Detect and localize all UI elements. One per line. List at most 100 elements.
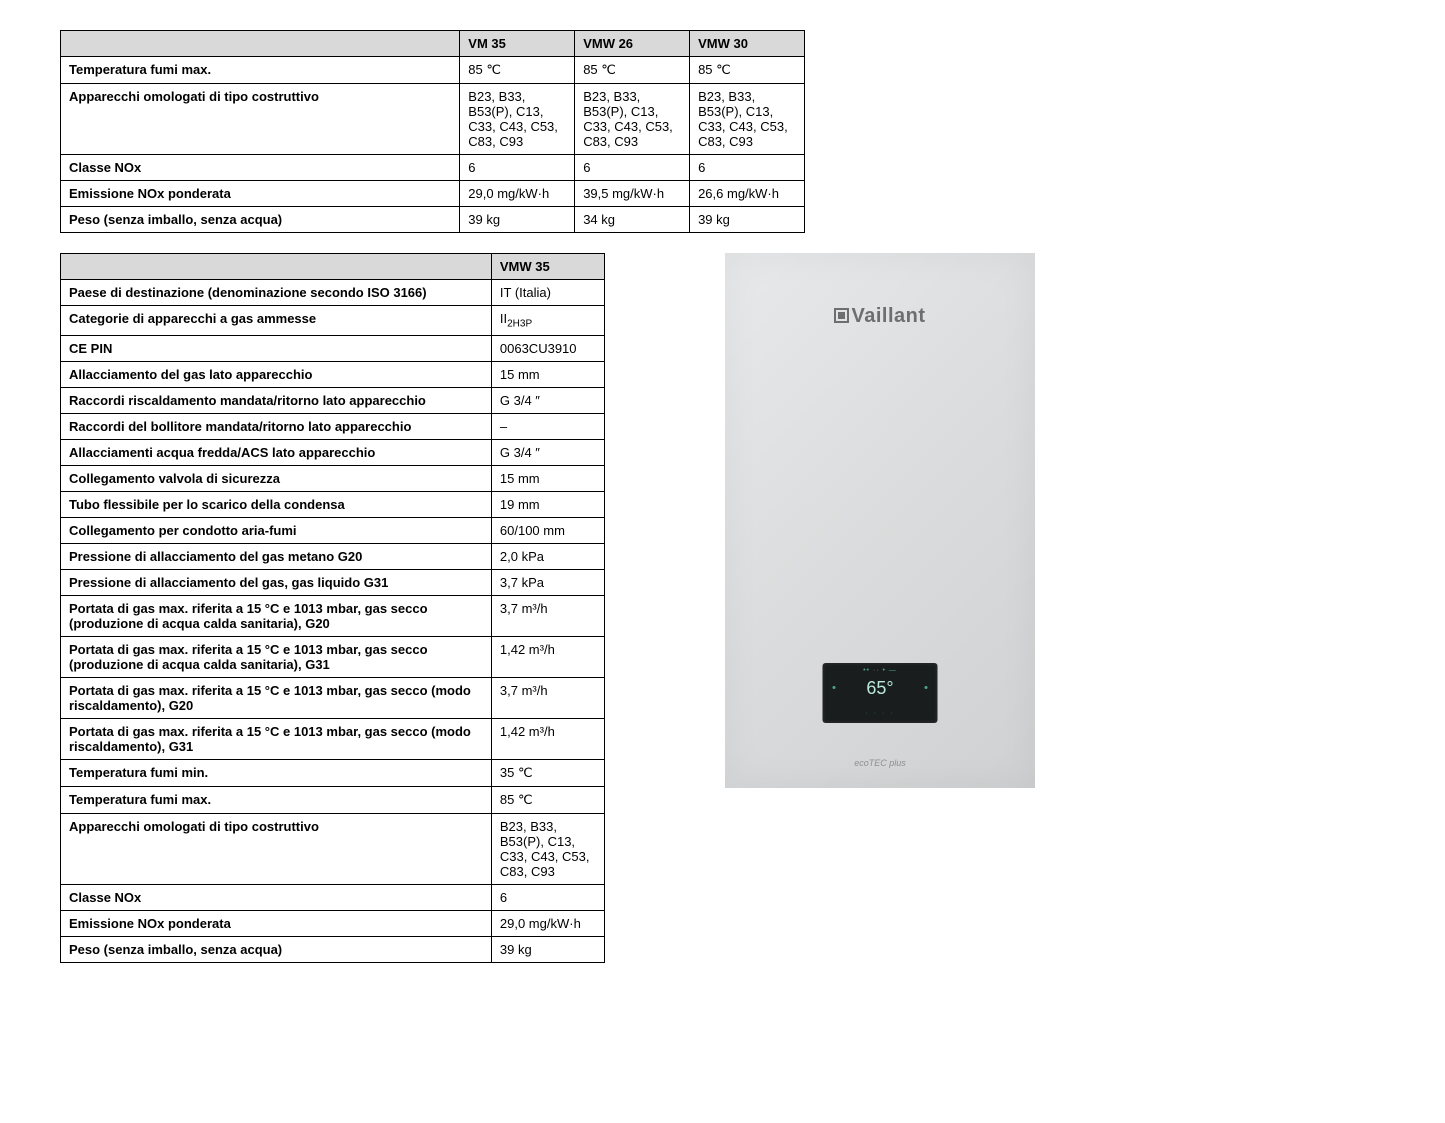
row-label: Temperatura fumi min. xyxy=(61,759,492,786)
table-row: Temperatura fumi max.85 ℃85 ℃85 ℃ xyxy=(61,57,805,84)
row-value: B23, B33, B53(P), C13, C33, C43, C53, C8… xyxy=(460,84,575,155)
panel-dot-right xyxy=(925,686,928,689)
row-label: Raccordi del bollitore mandata/ritorno l… xyxy=(61,413,492,439)
row-value: B23, B33, B53(P), C13, C33, C43, C53, C8… xyxy=(575,84,690,155)
table-row: Allacciamento del gas lato apparecchio15… xyxy=(61,361,605,387)
row-value: 34 kg xyxy=(575,207,690,233)
row-value: 3,7 m³/h xyxy=(491,595,604,636)
row-label: CE PIN xyxy=(61,335,492,361)
row-label: Portata di gas max. riferita a 15 °C e 1… xyxy=(61,718,492,759)
row-value: 0063CU3910 xyxy=(491,335,604,361)
table-row: Tubo flessibile per lo scarico della con… xyxy=(61,491,605,517)
row-label: Portata di gas max. riferita a 15 °C e 1… xyxy=(61,595,492,636)
row-label: Portata di gas max. riferita a 15 °C e 1… xyxy=(61,636,492,677)
row-value: 29,0 mg/kW·h xyxy=(491,910,604,936)
table-row: Collegamento per condotto aria-fumi60/10… xyxy=(61,517,605,543)
table1-header-blank xyxy=(61,31,460,57)
table-row: Raccordi del bollitore mandata/ritorno l… xyxy=(61,413,605,439)
table-row: Allacciamenti acqua fredda/ACS lato appa… xyxy=(61,439,605,465)
table1-header-vmw26: VMW 26 xyxy=(575,31,690,57)
table-row: Raccordi riscaldamento mandata/ritorno l… xyxy=(61,387,605,413)
table2-header-blank xyxy=(61,254,492,280)
panel-top-indicators: •• ·· • — xyxy=(823,667,938,674)
table-row: Peso (senza imballo, senza acqua)39 kg xyxy=(61,936,605,962)
table-row: Emissione NOx ponderata29,0 mg/kW·h39,5 … xyxy=(61,181,805,207)
row-value: 85 ℃ xyxy=(690,57,805,84)
table-row: CE PIN0063CU3910 xyxy=(61,335,605,361)
table-row: Portata di gas max. riferita a 15 °C e 1… xyxy=(61,636,605,677)
row-label: Categorie di apparecchi a gas ammesse xyxy=(61,306,492,336)
display-panel: •• ·· • — 65° · · · · xyxy=(823,663,938,723)
panel-readout: 65° xyxy=(823,678,938,699)
row-label: Collegamento valvola di sicurezza xyxy=(61,465,492,491)
row-value: 15 mm xyxy=(491,361,604,387)
row-label: Tubo flessibile per lo scarico della con… xyxy=(61,491,492,517)
row-label: Allacciamento del gas lato apparecchio xyxy=(61,361,492,387)
brand-icon xyxy=(834,308,849,323)
table-row: Categorie di apparecchi a gas ammesseII2… xyxy=(61,306,605,336)
table-row: Pressione di allacciamento del gas, gas … xyxy=(61,569,605,595)
row-value: 85 ℃ xyxy=(575,57,690,84)
brand-text: Vaillant xyxy=(851,305,925,327)
row-value: 39 kg xyxy=(690,207,805,233)
row-value: 39 kg xyxy=(491,936,604,962)
table1-header-vm35: VM 35 xyxy=(460,31,575,57)
table-row: Collegamento valvola di sicurezza15 mm xyxy=(61,465,605,491)
brand-logo: Vaillant xyxy=(725,305,1035,328)
table-row: Pressione di allacciamento del gas metan… xyxy=(61,543,605,569)
table-row: Apparecchi omologati di tipo costruttivo… xyxy=(61,813,605,884)
row-value: 1,42 m³/h xyxy=(491,636,604,677)
row-label: Emissione NOx ponderata xyxy=(61,910,492,936)
row-value: 6 xyxy=(690,155,805,181)
row-label: Apparecchi omologati di tipo costruttivo xyxy=(61,84,460,155)
row-label: Pressione di allacciamento del gas, gas … xyxy=(61,569,492,595)
row-value: 2,0 kPa xyxy=(491,543,604,569)
row-label: Portata di gas max. riferita a 15 °C e 1… xyxy=(61,677,492,718)
row-value: 39,5 mg/kW·h xyxy=(575,181,690,207)
row-label: Raccordi riscaldamento mandata/ritorno l… xyxy=(61,387,492,413)
row-label: Pressione di allacciamento del gas metan… xyxy=(61,543,492,569)
table2-header-row: VMW 35 xyxy=(61,254,605,280)
row-value: 29,0 mg/kW·h xyxy=(460,181,575,207)
row-value: B23, B33, B53(P), C13, C33, C43, C53, C8… xyxy=(491,813,604,884)
row-value: 19 mm xyxy=(491,491,604,517)
bottom-section: VMW 35 Paese di destinazione (denominazi… xyxy=(60,253,1385,963)
row-value: 85 ℃ xyxy=(460,57,575,84)
row-value: G 3/4 ″ xyxy=(491,387,604,413)
table-row: Classe NOx666 xyxy=(61,155,805,181)
table-row: Emissione NOx ponderata29,0 mg/kW·h xyxy=(61,910,605,936)
row-value: 60/100 mm xyxy=(491,517,604,543)
row-value: 35 ℃ xyxy=(491,759,604,786)
panel-bottom-indicators: · · · · xyxy=(823,710,938,717)
row-value: 39 kg xyxy=(460,207,575,233)
row-label: Classe NOx xyxy=(61,884,492,910)
row-value: 3,7 m³/h xyxy=(491,677,604,718)
table2-header-vmw35: VMW 35 xyxy=(491,254,604,280)
model-label: ecoTEC plus xyxy=(725,758,1035,768)
product-image: Vaillant •• ·· • — 65° · · · · ecoTEC pl… xyxy=(725,253,1035,788)
row-label: Collegamento per condotto aria-fumi xyxy=(61,517,492,543)
row-label: Apparecchi omologati di tipo costruttivo xyxy=(61,813,492,884)
table-row: Classe NOx6 xyxy=(61,884,605,910)
row-value: 6 xyxy=(460,155,575,181)
row-value: – xyxy=(491,413,604,439)
table-row: Peso (senza imballo, senza acqua)39 kg34… xyxy=(61,207,805,233)
spec-table-1: VM 35 VMW 26 VMW 30 Temperatura fumi max… xyxy=(60,30,805,233)
row-label: Peso (senza imballo, senza acqua) xyxy=(61,936,492,962)
row-value: G 3/4 ″ xyxy=(491,439,604,465)
table1-header-row: VM 35 VMW 26 VMW 30 xyxy=(61,31,805,57)
table1-header-vmw30: VMW 30 xyxy=(690,31,805,57)
table-row: Temperatura fumi max.85 ℃ xyxy=(61,786,605,813)
table-row: Temperatura fumi min.35 ℃ xyxy=(61,759,605,786)
row-label: Paese di destinazione (denominazione sec… xyxy=(61,280,492,306)
row-value: 3,7 kPa xyxy=(491,569,604,595)
row-value: 6 xyxy=(491,884,604,910)
table-row: Portata di gas max. riferita a 15 °C e 1… xyxy=(61,595,605,636)
row-value: 1,42 m³/h xyxy=(491,718,604,759)
table-row: Paese di destinazione (denominazione sec… xyxy=(61,280,605,306)
row-label: Emissione NOx ponderata xyxy=(61,181,460,207)
panel-dot-left xyxy=(833,686,836,689)
row-value: 85 ℃ xyxy=(491,786,604,813)
row-value: 6 xyxy=(575,155,690,181)
row-label: Peso (senza imballo, senza acqua) xyxy=(61,207,460,233)
